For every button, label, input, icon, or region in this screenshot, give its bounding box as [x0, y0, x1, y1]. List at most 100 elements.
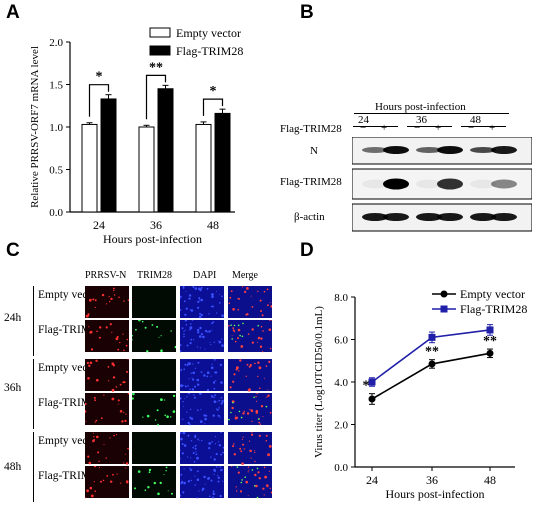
micrograph-signal [87, 313, 90, 316]
micrograph-signal [258, 477, 261, 480]
micrograph-signal [110, 480, 113, 483]
micrograph-signal [242, 436, 244, 438]
micrograph-signal [184, 363, 187, 366]
d-point [368, 378, 376, 386]
micrograph-signal [269, 347, 272, 350]
micrograph-signal [265, 365, 268, 367]
micrograph-tile [228, 466, 272, 499]
micrograph-signal [192, 446, 194, 449]
micrograph-signal [142, 416, 144, 418]
micrograph-signal [268, 445, 272, 448]
micrograph-signal [113, 289, 115, 292]
blot-time-48: 48 [470, 114, 481, 126]
micrograph-signal [95, 359, 98, 362]
blot-sign: + [381, 122, 388, 134]
micrograph-signal [190, 372, 192, 374]
micrograph-signal [206, 371, 210, 374]
micrograph-tile [228, 286, 272, 318]
micrograph-signal [180, 458, 181, 460]
micrograph-signal [132, 397, 134, 400]
micrograph-tile [85, 286, 129, 318]
micrograph-signal [199, 299, 201, 301]
micrograph-signal [213, 341, 215, 343]
micrograph-signal [94, 306, 96, 309]
micrograph-signal [197, 383, 200, 386]
micrograph-signal [248, 440, 251, 442]
micrograph-signal [195, 451, 197, 453]
micrograph-signal [247, 495, 249, 497]
col-header-merge: Merge [232, 270, 258, 281]
micrograph-signal [237, 308, 239, 311]
micrograph-signal [190, 323, 192, 325]
micrograph-signal [211, 305, 214, 308]
micrograph-signal [86, 361, 89, 365]
micrograph-signal [254, 362, 256, 365]
micrograph-signal [88, 326, 90, 328]
micrograph-signal [186, 344, 189, 347]
micrograph-signal [208, 330, 211, 333]
micrograph-background [228, 432, 272, 464]
micrograph-signal [200, 298, 204, 302]
micrograph-signal [233, 373, 236, 376]
micrograph-signal [260, 337, 263, 340]
micrograph-signal [197, 438, 199, 440]
micrograph-signal [269, 302, 271, 303]
a-bar [81, 123, 98, 213]
micrograph-signal [243, 448, 246, 450]
micrograph-tile [180, 466, 224, 499]
micrograph-signal [206, 287, 209, 290]
micrograph-signal [94, 421, 96, 423]
micrograph-background [228, 466, 272, 498]
micrograph-signal [109, 323, 112, 326]
micrograph-signal [219, 302, 221, 304]
micrograph-signal [204, 348, 206, 350]
blot-time-line-48 [461, 126, 506, 127]
a-x-axis-label: Hours post-infection [103, 232, 202, 246]
micrograph-signal [106, 475, 109, 477]
d-x-tick-label: 24 [366, 473, 378, 487]
micrograph-signal [269, 487, 271, 490]
micrograph-signal [170, 416, 172, 418]
micrograph-signal [90, 494, 94, 498]
micrograph-signal [237, 298, 239, 299]
micrograph-signal [222, 451, 224, 454]
d-point [368, 395, 376, 403]
micrograph-signal [216, 290, 217, 292]
micrograph-signal [248, 388, 251, 391]
micrograph-signal [245, 313, 248, 316]
blot-band [470, 179, 496, 189]
micrograph-signal [126, 481, 129, 484]
micrograph-signal [233, 453, 236, 456]
micrograph-signal [141, 320, 144, 323]
micrograph-signal [187, 480, 191, 483]
micrograph-signal [135, 328, 137, 331]
micrograph-tile [180, 393, 224, 426]
micrograph-signal [268, 360, 271, 363]
micrograph-signal [160, 398, 163, 401]
micrograph-signal [184, 385, 187, 388]
micrograph-background [85, 286, 129, 318]
micrograph-signal [180, 450, 181, 452]
micrograph-signal [86, 489, 89, 493]
blot-band [437, 178, 463, 190]
micrograph-signal [101, 293, 105, 297]
micrograph-signal [113, 287, 115, 290]
micrograph-signal [165, 466, 168, 469]
micrograph-signal [183, 300, 186, 303]
panel-label-c: C [6, 240, 20, 261]
micrograph-signal [109, 300, 111, 303]
micrograph-signal [267, 453, 270, 457]
a-legend-label: Flag-TRIM28 [176, 44, 243, 58]
micrograph-signal [213, 400, 217, 403]
micrograph-signal [121, 420, 124, 423]
micrograph-signal [198, 315, 202, 319]
micrograph-signal [213, 473, 215, 475]
blot-band [383, 178, 409, 190]
micrograph-signal [118, 296, 120, 299]
micrograph-signal [218, 340, 222, 344]
micrograph-signal [189, 328, 191, 331]
micrograph-signal [232, 380, 235, 383]
micrograph-signal [241, 438, 243, 440]
micrograph-signal [211, 293, 214, 296]
micrograph-signal [259, 299, 262, 302]
